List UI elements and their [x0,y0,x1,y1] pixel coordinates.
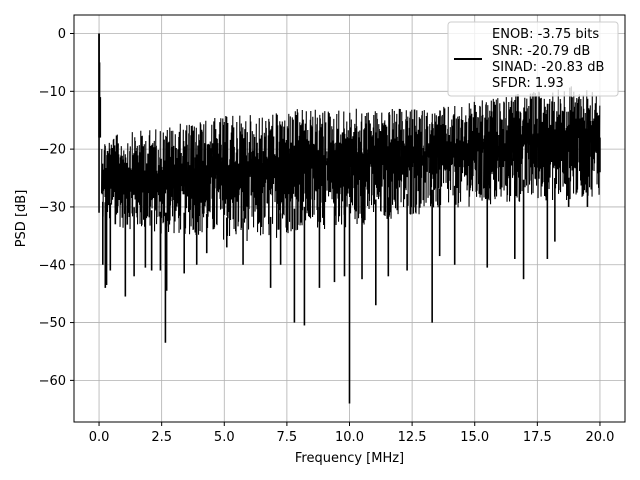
legend-sinad: SINAD: -20.83 dB [492,60,604,75]
y-axis: 0 −10 −20 −30 −40 −50 −60 [39,27,74,389]
legend: ENOB: -3.75 bits SNR: -20.79 dB SINAD: -… [447,21,619,97]
y-tick-label: −30 [39,200,66,215]
x-tick-label: 5.0 [214,430,235,445]
psd-series [98,33,601,404]
legend-snr: SNR: -20.79 dB [492,44,590,59]
legend-enob: ENOB: -3.75 bits [492,27,599,42]
y-tick-label: −10 [39,85,66,100]
y-axis-label: PSD [dB] [14,190,29,248]
y-tick-label: −20 [39,143,66,158]
noise-floor [101,86,601,241]
y-tick-label: −40 [39,258,66,273]
y-tick-label: −50 [39,316,66,331]
noise-band-path [101,86,601,241]
y-tick-label: −60 [39,374,66,389]
legend-sfdr: SFDR: 1.93 [492,76,564,91]
x-axis: 0.0 2.5 5.0 7.5 10.0 12.5 15.0 17.5 20.0 [89,422,614,445]
y-tick-label: 0 [58,27,66,42]
x-tick-label: 17.5 [523,430,552,445]
x-tick-label: 15.0 [460,430,489,445]
x-axis-label: Frequency [MHz] [295,451,404,466]
x-tick-label: 20.0 [585,430,614,445]
legend-box [447,21,619,97]
x-tick-label: 12.5 [398,430,427,445]
x-tick-label: 10.0 [335,430,364,445]
x-tick-label: 7.5 [277,430,298,445]
x-tick-label: 0.0 [89,430,110,445]
x-tick-label: 2.5 [151,430,172,445]
